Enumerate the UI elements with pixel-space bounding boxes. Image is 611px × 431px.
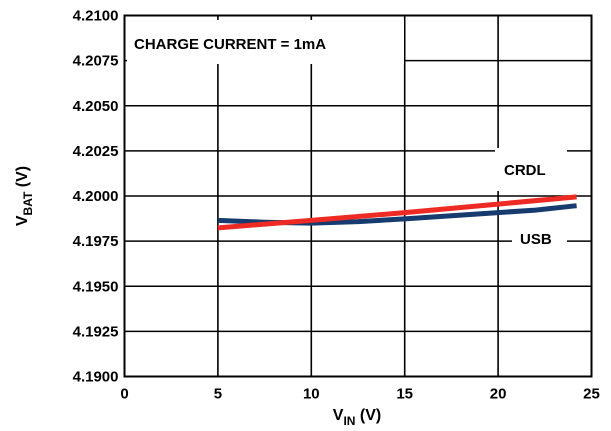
x-tick-label-2: 10: [303, 386, 320, 403]
y-tick-label-1: 4.1925: [73, 323, 119, 340]
y-tick-label-2: 4.1950: [73, 278, 119, 295]
y-tick-label-7: 4.2075: [73, 53, 119, 70]
x-axis-label-unit: (V): [355, 407, 381, 424]
series-label-crdl: CRDL: [504, 162, 546, 179]
y-axis-label-unit: (V): [14, 166, 31, 192]
y-tick-label-8: 4.2100: [73, 8, 119, 25]
y-axis-label-main: V: [14, 215, 31, 226]
series-label-usb: USB: [520, 231, 552, 248]
x-tick-label-4: 20: [490, 386, 507, 403]
series-line-crdl: [217, 194, 577, 231]
y-tick-label-5: 4.2025: [73, 143, 119, 160]
y-tick-label-4: 4.2000: [73, 188, 119, 205]
y-axis-label-sub: BAT: [21, 191, 35, 215]
x-axis-label-sub: IN: [343, 414, 355, 428]
x-axis-label-main: V: [333, 407, 344, 424]
x-tick-label-1: 5: [214, 386, 222, 403]
crdl-label-box: [495, 148, 567, 191]
x-axis-label: VIN (V): [333, 407, 381, 428]
tick-labels: 0 5 10 15 20 25 4.1900 4.1925 4.1950 4.1975 4.2000…: [73, 8, 600, 403]
x-tick-label-5: 25: [583, 386, 600, 403]
series-layer: [217, 194, 577, 231]
y-tick-label-0: 4.1900: [73, 369, 119, 386]
y-tick-label-3: 4.1975: [73, 233, 119, 250]
x-tick-label-0: 0: [120, 386, 128, 403]
annotation-text: CHARGE CURRENT = 1mA: [134, 36, 326, 53]
usb-label-box: [512, 220, 567, 256]
plot-frame: [123, 14, 593, 378]
y-tick-label-6: 4.2050: [73, 98, 119, 115]
y-axis-label: VBAT (V): [14, 166, 35, 226]
grid-lines: [123, 14, 593, 378]
annotation-box: [127, 20, 404, 64]
x-tick-label-3: 15: [396, 386, 413, 403]
